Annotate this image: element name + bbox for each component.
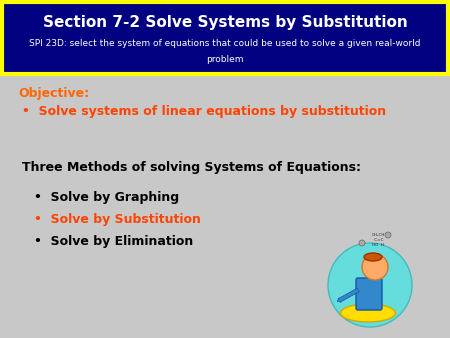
Text: problem: problem	[206, 55, 244, 65]
Text: •  Solve systems of linear equations by substitution: • Solve systems of linear equations by s…	[22, 105, 386, 119]
FancyBboxPatch shape	[356, 278, 382, 310]
Text: •  Solve by Graphing: • Solve by Graphing	[34, 192, 179, 204]
Ellipse shape	[341, 304, 396, 322]
Text: SPI 23D: select the system of equations that could be used to solve a given real: SPI 23D: select the system of equations …	[29, 40, 421, 48]
Circle shape	[359, 240, 365, 246]
Text: •  Solve by Substitution: • Solve by Substitution	[34, 214, 201, 226]
Text: Three Methods of solving Systems of Equations:: Three Methods of solving Systems of Equa…	[22, 162, 361, 174]
FancyBboxPatch shape	[2, 2, 448, 74]
Text: CH₂CH
 C=C
HO  H: CH₂CH C=C HO H	[371, 234, 385, 247]
Circle shape	[385, 232, 391, 238]
Ellipse shape	[364, 253, 382, 261]
Circle shape	[328, 243, 412, 327]
Text: •  Solve by Elimination: • Solve by Elimination	[34, 236, 193, 248]
Text: Objective:: Objective:	[18, 87, 89, 99]
FancyArrow shape	[338, 288, 359, 302]
Text: Section 7-2 Solve Systems by Substitution: Section 7-2 Solve Systems by Substitutio…	[43, 15, 407, 29]
Circle shape	[362, 254, 388, 280]
